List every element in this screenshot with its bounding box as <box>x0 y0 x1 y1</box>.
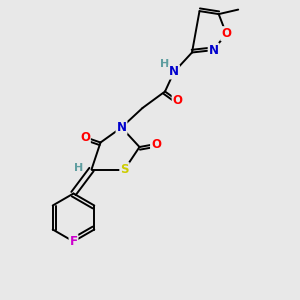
Text: N: N <box>116 121 127 134</box>
Text: N: N <box>169 65 179 79</box>
Text: O: O <box>221 27 231 40</box>
Text: O: O <box>80 130 90 144</box>
Text: S: S <box>120 163 129 176</box>
Text: F: F <box>70 235 77 248</box>
Text: H: H <box>74 163 83 173</box>
Text: N: N <box>208 44 219 57</box>
Text: H: H <box>160 59 169 70</box>
Text: O: O <box>172 94 183 107</box>
Text: O: O <box>151 137 161 151</box>
